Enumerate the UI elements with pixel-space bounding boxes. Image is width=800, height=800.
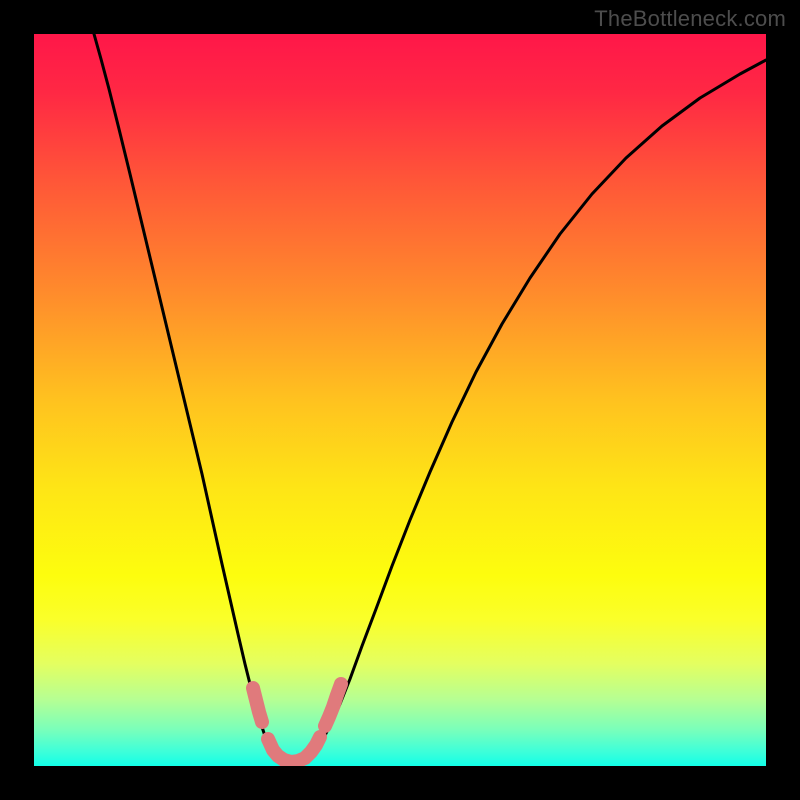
highlight-segment — [253, 688, 262, 722]
highlight-segment — [268, 737, 320, 762]
watermark-text: TheBottleneck.com — [594, 6, 786, 32]
chart-container: TheBottleneck.com — [0, 0, 800, 800]
highlight-segments — [253, 684, 341, 762]
curve-overlay — [34, 34, 766, 766]
main-curve — [94, 34, 766, 764]
highlight-segment — [325, 684, 341, 726]
plot-area — [34, 34, 766, 766]
